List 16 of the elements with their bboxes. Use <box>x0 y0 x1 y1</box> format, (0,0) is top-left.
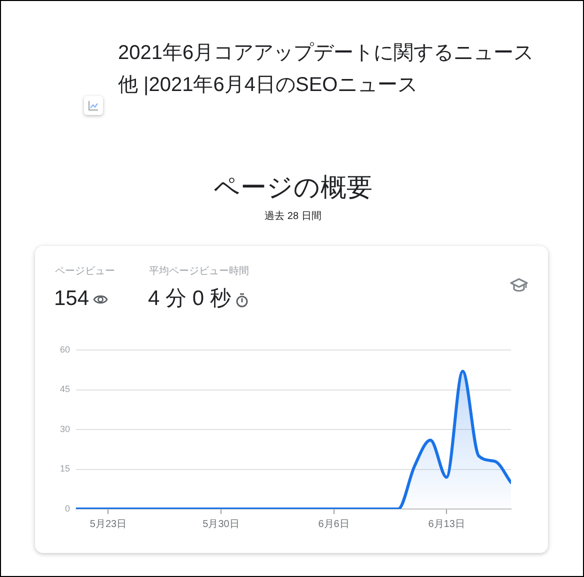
text: 過去 28 日間 <box>264 210 322 224</box>
text: 154 <box>54 286 90 312</box>
text: 4 分 0 秒 <box>148 286 231 312</box>
y-tick-label: 0 <box>64 503 70 514</box>
y-tick-label: 45 <box>60 384 70 394</box>
chart-subtitle: ページの概要 <box>212 171 374 203</box>
chart-title: 2021年6月コアアップデートに関するニュース他 |2021年6月4日のSEOニュース <box>118 41 535 98</box>
x-tick-label: 6月13日 <box>428 518 465 530</box>
text: 平均ページビュー時間 <box>149 265 249 279</box>
text: ページビュー <box>55 265 115 279</box>
y-tick-label: 15 <box>60 464 70 474</box>
y-tick-label: 60 <box>60 344 70 354</box>
x-tick-label: 5月30日 <box>202 518 240 530</box>
x-tick-label: 6月6日 <box>318 518 350 530</box>
x-tick-label: 5月23日 <box>90 518 127 530</box>
y-tick-label: 30 <box>60 424 70 434</box>
